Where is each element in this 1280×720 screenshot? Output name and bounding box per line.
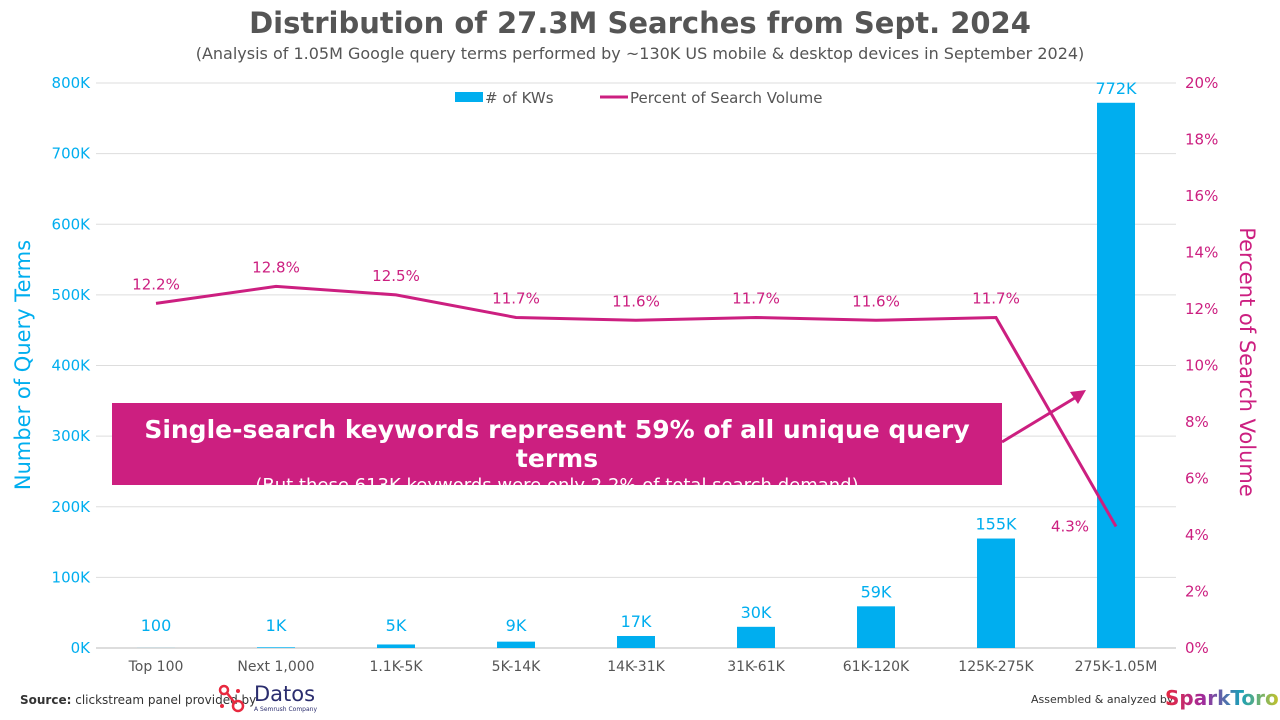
datos-tagline: A Semrush Company bbox=[254, 706, 318, 713]
y-tick-label: 500K bbox=[52, 286, 92, 304]
y-tick-label: 800K bbox=[52, 74, 92, 92]
x-tick-label: Next 1,000 bbox=[237, 659, 314, 675]
bar-label: 9K bbox=[506, 616, 527, 635]
line-label: 11.6% bbox=[852, 292, 900, 310]
y-right-tick-label: 6% bbox=[1185, 470, 1209, 488]
bar-label: 100 bbox=[141, 616, 172, 635]
x-tick-label: 1.1K-5K bbox=[369, 659, 423, 675]
annotation-arrowhead bbox=[1070, 390, 1086, 404]
source-label: Source: bbox=[20, 693, 72, 707]
legend-bar-swatch bbox=[455, 92, 483, 102]
bar bbox=[257, 647, 295, 648]
chart-subtitle: (Analysis of 1.05M Google query terms pe… bbox=[195, 44, 1085, 63]
y-axis-label: Number of Query Terms bbox=[11, 240, 35, 490]
y-right-tick-label: 12% bbox=[1185, 300, 1218, 318]
x-tick-label: 31K-61K bbox=[727, 659, 785, 675]
y-tick-label: 400K bbox=[52, 357, 92, 375]
bar bbox=[1097, 102, 1135, 648]
line-series bbox=[155, 284, 1118, 528]
annotation-sub: (But these 613K keywords were only 2.2% … bbox=[255, 475, 859, 496]
source-text: clickstream panel provided by bbox=[75, 693, 257, 707]
datos-wordmark: Datos bbox=[254, 682, 316, 706]
assembled-note: Assembled & analyzed by bbox=[1031, 693, 1174, 706]
y-right-axis-label: Percent of Search Volume bbox=[1235, 227, 1259, 497]
bar-label: 5K bbox=[386, 616, 407, 635]
bar bbox=[857, 606, 895, 648]
annotation-box: Single-search keywords represent 59% of … bbox=[112, 403, 1002, 496]
datos-logo-icon bbox=[218, 684, 245, 713]
bar-label: 155K bbox=[975, 515, 1017, 534]
x-tick-label: 14K-31K bbox=[607, 659, 665, 675]
x-tick-label: 125K-275K bbox=[958, 659, 1034, 675]
legend-line-label: Percent of Search Volume bbox=[630, 89, 823, 107]
bar-label: 1K bbox=[266, 616, 287, 635]
y-tick-label: 200K bbox=[52, 498, 92, 516]
x-tick-label: 5K-14K bbox=[492, 659, 541, 675]
y-tick-label: 0K bbox=[71, 639, 92, 657]
y-right-tick-label: 10% bbox=[1185, 357, 1218, 375]
y-tick-label: 700K bbox=[52, 145, 92, 163]
line-label: 12.8% bbox=[252, 258, 300, 276]
y-right-tick-label: 0% bbox=[1185, 639, 1209, 657]
line-label: 11.7% bbox=[732, 289, 780, 307]
sparktoro-logo: SparkToro bbox=[1165, 686, 1279, 710]
line-label: 11.7% bbox=[972, 289, 1020, 307]
y-right-tick-label: 4% bbox=[1185, 526, 1209, 544]
bar-label: 772K bbox=[1095, 79, 1137, 98]
y-tick-label: 600K bbox=[52, 215, 92, 233]
bar bbox=[617, 635, 655, 648]
y-right-tick-label: 16% bbox=[1185, 187, 1218, 205]
x-tick-label: 61K-120K bbox=[843, 659, 910, 675]
line-label: 11.6% bbox=[612, 292, 660, 310]
y-tick-label: 100K bbox=[52, 568, 92, 586]
y-right-tick-label: 18% bbox=[1185, 131, 1218, 149]
bar bbox=[737, 626, 775, 648]
datos-logo: Datos A Semrush Company bbox=[218, 682, 318, 716]
bar-label: 59K bbox=[861, 582, 892, 601]
annotation-arrow bbox=[1001, 394, 1079, 444]
line-label: 11.7% bbox=[492, 289, 540, 307]
annotation-headline: Single-search keywords represent 59% of … bbox=[144, 415, 970, 473]
bar bbox=[377, 644, 415, 648]
bar-label: 30K bbox=[741, 603, 772, 622]
x-tick-label: Top 100 bbox=[128, 659, 184, 675]
line-label: 12.5% bbox=[372, 267, 420, 285]
y-right-tick-label: 8% bbox=[1185, 413, 1209, 431]
y-right-tick-label: 14% bbox=[1185, 244, 1218, 262]
bar-label: 17K bbox=[621, 612, 652, 631]
y-tick-label: 300K bbox=[52, 427, 92, 445]
bar bbox=[977, 538, 1015, 648]
line-label: 12.2% bbox=[132, 275, 180, 293]
line-label: 4.3% bbox=[1051, 518, 1089, 536]
source-note: Source: clickstream panel provided by bbox=[20, 693, 256, 707]
legend-bar-label: # of KWs bbox=[485, 89, 554, 107]
chart-title: Distribution of 27.3M Searches from Sept… bbox=[249, 6, 1031, 40]
x-tick-label: 275K-1.05M bbox=[1075, 659, 1158, 675]
bar bbox=[497, 641, 535, 648]
y-right-tick-label: 2% bbox=[1185, 583, 1209, 601]
y-right-tick-label: 20% bbox=[1185, 74, 1218, 92]
